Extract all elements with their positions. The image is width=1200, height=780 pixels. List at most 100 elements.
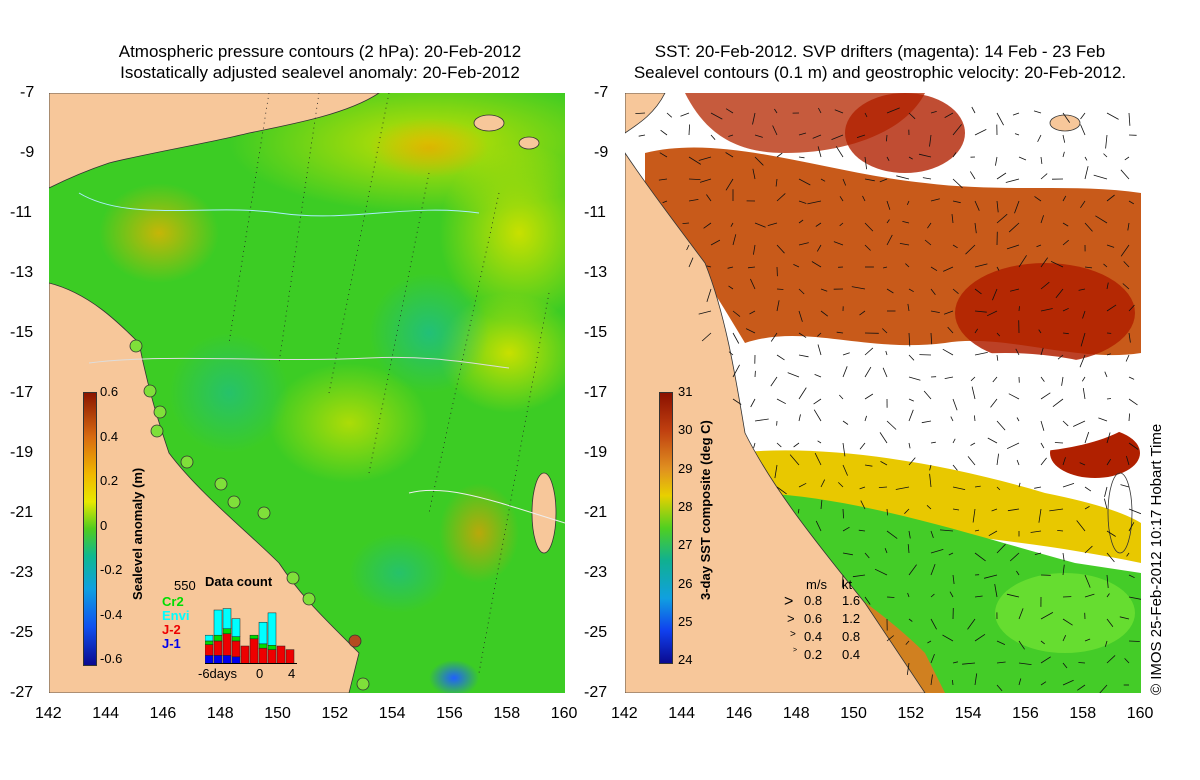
velocity-arrow bbox=[984, 574, 998, 579]
velocity-arrow bbox=[1106, 244, 1115, 248]
velocity-arrow bbox=[860, 500, 866, 510]
velocity-arrow bbox=[952, 486, 966, 490]
velocity-arrow bbox=[1033, 110, 1042, 114]
velocity-arrow bbox=[839, 394, 844, 400]
left-lon-tick: 156 bbox=[436, 705, 463, 722]
velocity-arrow bbox=[732, 398, 742, 405]
velocity-arrow bbox=[754, 222, 766, 228]
velocity-arrow bbox=[864, 222, 874, 232]
velocity-arrow bbox=[842, 352, 850, 356]
velocity-arrow bbox=[1014, 200, 1020, 214]
velocity-arrow bbox=[952, 438, 956, 444]
velocity-arrow bbox=[859, 442, 866, 450]
velocity-arrow bbox=[930, 563, 936, 576]
velocity-arrow bbox=[1082, 388, 1086, 400]
left-colorbar-tick: -0.2 bbox=[100, 562, 123, 577]
right-title-line2: Sealevel contours (0.1 m) and geostrophi… bbox=[633, 63, 1127, 82]
velocity-arrow bbox=[1078, 288, 1086, 291]
velocity-arrow bbox=[813, 409, 822, 422]
velocity-arrow bbox=[991, 508, 998, 512]
velocity-arrow bbox=[908, 398, 914, 402]
velocity-arrow bbox=[986, 310, 998, 317]
velocity-arrow bbox=[879, 432, 888, 444]
left-colorbar-tick: 0.6 bbox=[100, 384, 119, 399]
velocity-arrow bbox=[793, 264, 800, 268]
velocity-arrow bbox=[841, 574, 844, 588]
velocity-arrow bbox=[864, 415, 867, 422]
data-count-bar-j2 bbox=[222, 633, 232, 656]
right-lat-tick: -9 bbox=[594, 144, 609, 161]
velocity-arrow bbox=[951, 214, 954, 224]
velocity-arrow bbox=[992, 288, 998, 301]
velocity-arrow bbox=[992, 376, 998, 383]
velocity-arrow bbox=[686, 244, 690, 251]
velocity-arrow bbox=[970, 442, 976, 446]
velocity-arrow bbox=[923, 390, 932, 400]
velocity-arrow bbox=[776, 244, 785, 254]
velocity-arrow bbox=[1104, 371, 1108, 378]
velocity-arrow bbox=[1062, 195, 1067, 202]
velocity-arrow bbox=[878, 486, 888, 488]
velocity-arrow bbox=[842, 178, 847, 186]
velocity-arrow bbox=[943, 310, 954, 315]
velocity-arrow bbox=[732, 364, 740, 378]
velocity-arrow bbox=[1018, 156, 1027, 161]
velocity-arrow bbox=[662, 200, 668, 204]
velocity-arrow bbox=[688, 156, 702, 165]
left-map-panel[interactable] bbox=[49, 93, 565, 693]
velocity-arrow bbox=[1106, 194, 1115, 202]
velocity-arrow bbox=[970, 376, 976, 382]
velocity-arrow bbox=[942, 634, 954, 642]
velocity-arrow bbox=[886, 635, 894, 642]
velocity-arrow bbox=[798, 178, 811, 186]
velocity-arrow bbox=[974, 352, 988, 356]
velocity-arrow bbox=[1062, 134, 1066, 143]
data-count-bar-j1 bbox=[222, 655, 232, 664]
velocity-arrow bbox=[1084, 156, 1088, 161]
velocity-arrow bbox=[1080, 112, 1086, 120]
velocity-arrow bbox=[1040, 347, 1044, 356]
velocity-arrow bbox=[864, 244, 871, 251]
velocity-arrow bbox=[974, 263, 988, 268]
velocity-arrow bbox=[1128, 413, 1130, 422]
velocity-arrow bbox=[1062, 457, 1066, 466]
velocity-arrow bbox=[971, 106, 976, 114]
velocity-arrow bbox=[921, 420, 932, 424]
velocity-arrow bbox=[1015, 348, 1020, 356]
velocity-arrow bbox=[813, 398, 822, 405]
velocity-arrow bbox=[1106, 574, 1109, 589]
velocity-arrow bbox=[767, 222, 778, 226]
velocity-arrow bbox=[879, 178, 888, 183]
velocity-arrow bbox=[812, 134, 822, 139]
velocity-arrow bbox=[1008, 222, 1020, 233]
velocity-arrow bbox=[752, 168, 756, 180]
velocity-arrow bbox=[842, 464, 848, 476]
velocity-arrow bbox=[930, 618, 937, 630]
velocity-arrow bbox=[1007, 508, 1020, 512]
velocity-arrow bbox=[883, 266, 888, 269]
velocity-arrow bbox=[749, 310, 756, 315]
velocity-arrow bbox=[864, 464, 873, 467]
left-lat-tick: -21 bbox=[10, 504, 34, 521]
velocity-arrow bbox=[930, 288, 936, 296]
velocity-arrow bbox=[908, 288, 914, 293]
velocity-arrow bbox=[996, 661, 1006, 664]
right-map-panel[interactable] bbox=[625, 93, 1141, 693]
data-count-bar-j2 bbox=[285, 649, 295, 664]
velocity-arrow bbox=[996, 420, 1006, 431]
velocity-arrow bbox=[952, 200, 961, 204]
velocity-arrow bbox=[1040, 281, 1050, 290]
velocity-arrow bbox=[1128, 508, 1141, 515]
velocity-arrow bbox=[996, 266, 1000, 271]
velocity-arrow bbox=[908, 409, 914, 422]
velocity-arrow bbox=[725, 108, 734, 114]
data-count-series-label: J-1 bbox=[162, 636, 181, 651]
velocity-arrow bbox=[1062, 307, 1069, 312]
velocity-arrow bbox=[1006, 442, 1020, 450]
velocity-arrow bbox=[895, 486, 910, 490]
velocity-arrow bbox=[908, 442, 911, 449]
velocity-arrow bbox=[851, 286, 866, 290]
velocity-arrow bbox=[1018, 678, 1022, 686]
data-count-bar-envi bbox=[231, 618, 241, 637]
velocity-arrow bbox=[907, 544, 910, 554]
